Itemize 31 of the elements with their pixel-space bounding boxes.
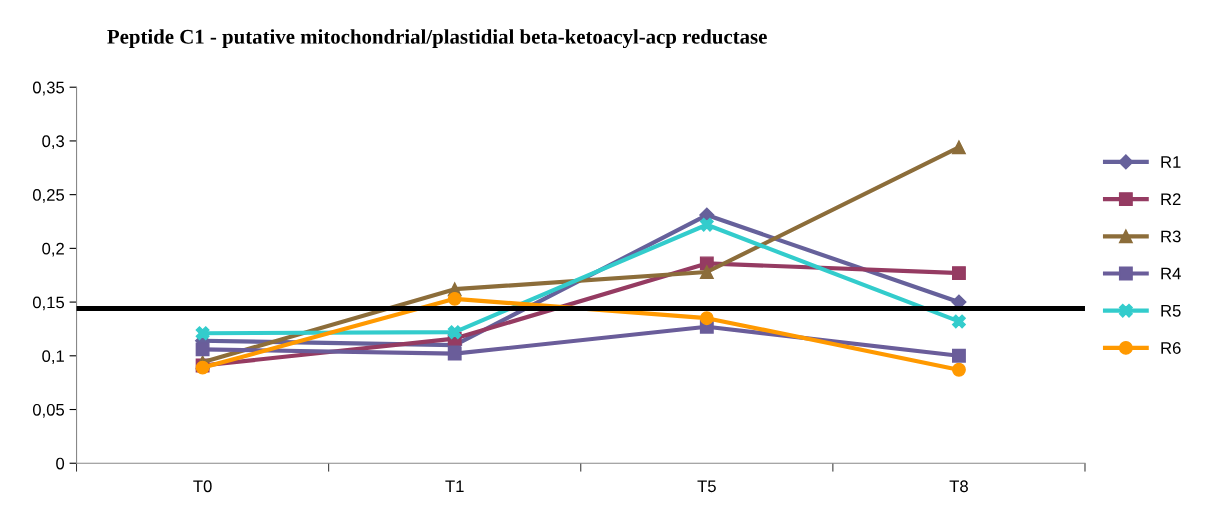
- point: [447, 291, 462, 306]
- point: [699, 265, 714, 279]
- y-tick-label: 0,25: [32, 189, 65, 203]
- legend-label: R5: [1161, 305, 1181, 317]
- point: [699, 217, 714, 232]
- y-tick-label: 0,15: [32, 296, 65, 311]
- x-tick-label: T8: [949, 480, 968, 493]
- x-tick-label: T0: [193, 480, 212, 493]
- point: [447, 325, 462, 340]
- legend-label: R4: [1161, 267, 1181, 280]
- legend-label: R1: [1161, 156, 1181, 168]
- legend-label: R3: [1161, 230, 1181, 243]
- point: [951, 266, 966, 281]
- point: [951, 314, 966, 329]
- point: [195, 342, 210, 357]
- point: [951, 362, 966, 377]
- y-tick-label: 0,05: [32, 403, 65, 418]
- x-tick-label: T5: [697, 480, 716, 493]
- chart-title: Peptide C1 - putative mitochondrial/plastidial beta-ketoacyl-acp reductase: [107, 29, 767, 49]
- point: [951, 348, 966, 363]
- x-tick-label: T1: [445, 480, 464, 492]
- y-tick-label: 0,2: [42, 242, 64, 257]
- point: [699, 311, 714, 326]
- y-tick-label: 0,35: [32, 81, 65, 96]
- point: [951, 140, 966, 155]
- y-tick-label: 0,1: [42, 350, 64, 364]
- legend-label: R6: [1161, 342, 1181, 354]
- y-tick-label: 0: [56, 457, 65, 470]
- point: [195, 326, 210, 341]
- y-tick-label: 0,3: [42, 135, 65, 150]
- legend-label: R2: [1161, 193, 1181, 205]
